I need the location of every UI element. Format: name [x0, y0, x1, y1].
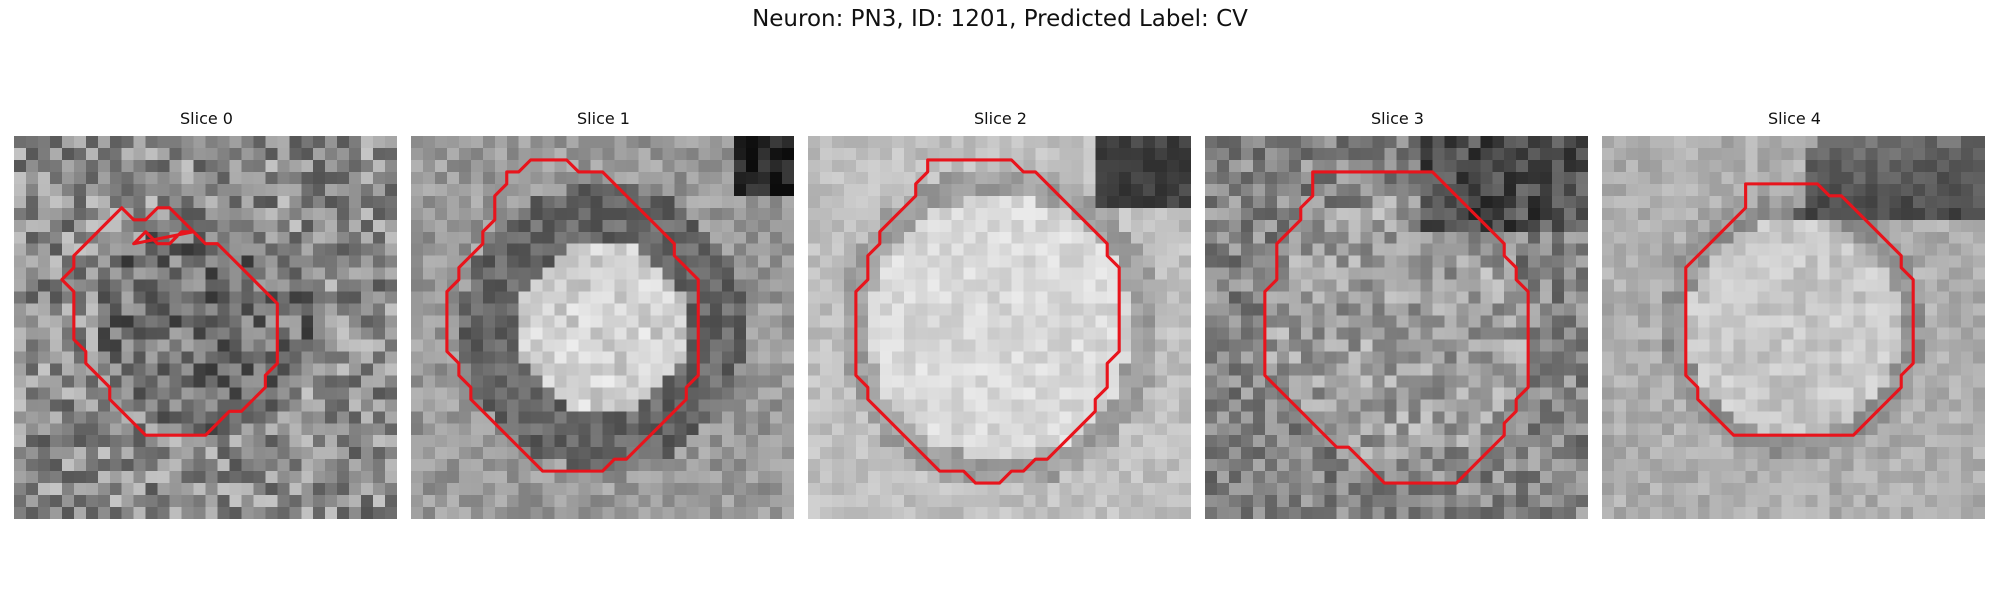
- slice-title-0: Slice 0: [180, 109, 233, 128]
- segmentation-contour: [854, 158, 1121, 485]
- slice-panel-2: Slice 2: [808, 108, 1193, 519]
- segmentation-contour: [60, 206, 279, 437]
- slice-panel-3: Slice 3: [1205, 108, 1590, 519]
- slice-image-0: [14, 136, 397, 519]
- slice-title-3: Slice 3: [1371, 109, 1424, 128]
- slice-image-4: [1602, 136, 1985, 519]
- segmentation-contour: [445, 158, 700, 473]
- slice-title-1: Slice 1: [577, 109, 630, 128]
- slice-panel-0: Slice 0: [14, 108, 399, 519]
- slice-title-4: Slice 4: [1768, 109, 1821, 128]
- slice-image-2: [808, 136, 1191, 519]
- slice-image-3: [1205, 136, 1588, 519]
- slice-title-2: Slice 2: [974, 109, 1027, 128]
- segmentation-contour: [1684, 182, 1915, 437]
- slice-panel-1: Slice 1: [411, 108, 796, 519]
- slice-panel-4: Slice 4: [1602, 108, 1987, 519]
- figure-title: Neuron: PN3, ID: 1201, Predicted Label: …: [752, 6, 1248, 32]
- segmentation-contour: [1263, 170, 1530, 485]
- slice-image-1: [411, 136, 794, 519]
